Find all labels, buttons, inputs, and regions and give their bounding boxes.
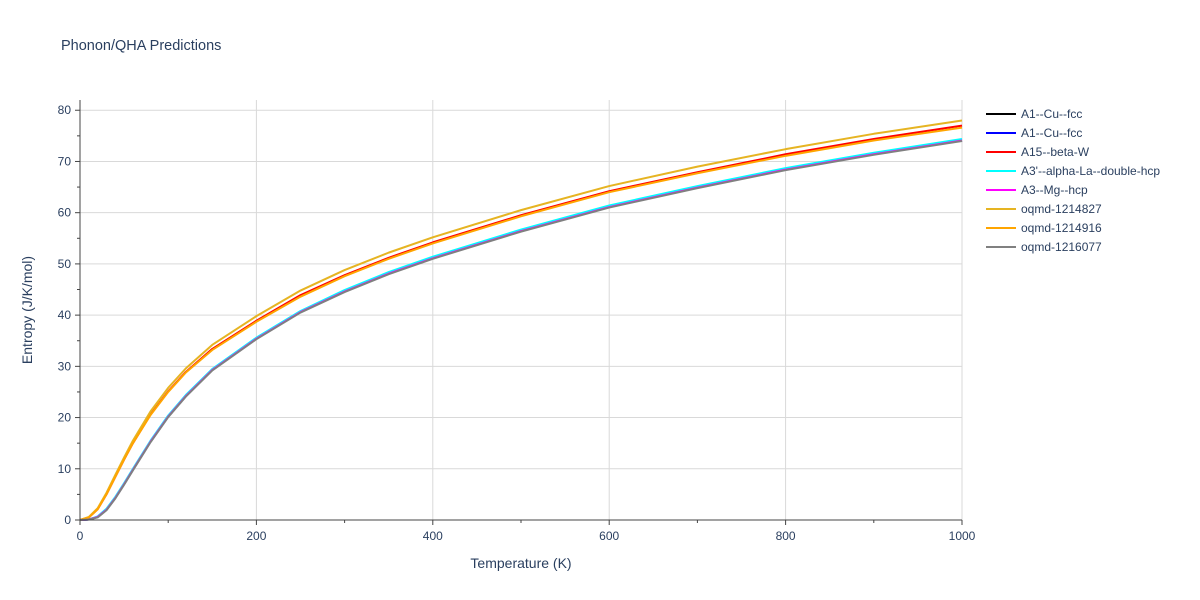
y-tick-label: 80 (58, 103, 72, 117)
series-line-oqmd-1214827 (79, 119, 963, 521)
legend-label: oqmd-1214916 (1021, 221, 1102, 235)
y-tick-label: 20 (58, 411, 72, 425)
legend-item-a1-cu-fcc[interactable]: A1--Cu--fcc (986, 126, 1082, 140)
legend-label: oqmd-1216077 (1021, 240, 1102, 254)
series-line-a1-cu-fcc (79, 139, 963, 521)
legend-label: A15--beta-W (1021, 145, 1090, 159)
series-line-oqmd-1214916 (79, 126, 963, 521)
y-tick-label: 10 (58, 462, 72, 476)
grid (80, 100, 963, 520)
legend-item-a3-mg-hcp[interactable]: A3--Mg--hcp (986, 183, 1088, 197)
legend-label: A1--Cu--fcc (1021, 107, 1082, 121)
x-tick-label: 800 (776, 529, 796, 543)
legend-label: oqmd-1214827 (1021, 202, 1102, 216)
y-tick-label: 30 (58, 359, 72, 373)
series-line-a1-cu-fcc (79, 139, 963, 521)
y-tick-label: 40 (58, 308, 72, 322)
x-tick-label: 600 (599, 529, 619, 543)
legend-item-a15-beta-w[interactable]: A15--beta-W (986, 145, 1090, 159)
legend-item-oqmd-1214827[interactable]: oqmd-1214827 (986, 202, 1102, 216)
x-tick-label: 400 (423, 529, 443, 543)
legend-item-oqmd-1216077[interactable]: oqmd-1216077 (986, 240, 1102, 254)
y-axis: 0 10 20 30 40 50 60 70 80 (58, 103, 80, 527)
y-tick-label: 50 (58, 257, 72, 271)
y-tick-label: 0 (64, 513, 71, 527)
y-tick-label: 60 (58, 206, 72, 220)
legend-item-oqmd-1214916[interactable]: oqmd-1214916 (986, 221, 1102, 235)
legend-label: A3'--alpha-La--double-hcp (1021, 164, 1160, 178)
series-line-a15-beta-w (79, 124, 963, 521)
legend-label: A1--Cu--fcc (1021, 126, 1082, 140)
chart-title: Phonon/QHA Predictions (61, 38, 221, 54)
series-line-oqmd-1216077 (79, 139, 963, 521)
x-tick-label: 200 (246, 529, 266, 543)
x-tick-label: 0 (77, 529, 84, 543)
y-axis-title: Entropy (J/K/mol) (19, 256, 35, 364)
legend[interactable]: A1--Cu--fcc A1--Cu--fcc A15--beta-W A3'--al… (986, 107, 1160, 254)
x-tick-label: 1000 (949, 529, 976, 543)
y-tick-label: 70 (58, 154, 72, 168)
series-lines (79, 119, 963, 521)
series-line-a3-mg-hcp (79, 139, 963, 521)
x-axis: 0 200 400 600 800 1000 (77, 520, 976, 543)
x-axis-title: Temperature (K) (470, 555, 571, 571)
legend-item-a1-cu-fcc[interactable]: A1--Cu--fcc (986, 107, 1082, 121)
series-line-a3-alpha-la-double-hcp (79, 137, 963, 521)
legend-label: A3--Mg--hcp (1021, 183, 1088, 197)
legend-item-a3-alpha-la-double-hcp[interactable]: A3'--alpha-La--double-hcp (986, 164, 1160, 178)
